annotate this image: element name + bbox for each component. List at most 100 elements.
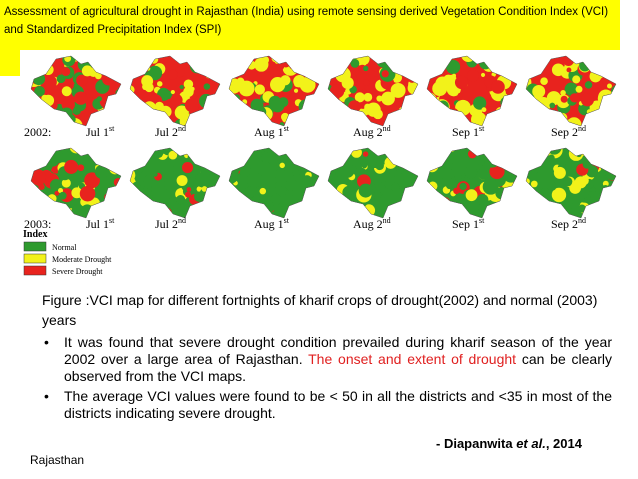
legend-title: Index [23, 229, 47, 240]
bullet-highlight: The onset and extent of drought [308, 351, 517, 367]
map-patch [453, 187, 460, 195]
map-patch [235, 174, 251, 190]
map-patch [491, 80, 505, 94]
footer: Rajasthan [30, 453, 85, 467]
map-patch [274, 168, 286, 181]
map-patch [34, 85, 45, 97]
map-patch [164, 177, 179, 192]
map-patch [440, 167, 454, 181]
map-patch [53, 152, 65, 163]
map-patch [540, 77, 548, 86]
map-patch [473, 96, 487, 110]
map-patch [372, 172, 379, 180]
map-patch [454, 173, 462, 181]
map-patch [179, 84, 184, 90]
map-patch [270, 76, 286, 93]
map-patch [443, 74, 454, 86]
map-patch [294, 81, 301, 88]
map-patch [71, 187, 83, 199]
map-patch [432, 81, 448, 97]
map-patch [549, 102, 556, 109]
map-patch [553, 166, 566, 179]
map-patch [385, 169, 390, 175]
map-patch [571, 196, 582, 206]
panel-label: Jul 2nd [155, 216, 186, 231]
map-patch [464, 165, 478, 179]
map-patch [564, 82, 578, 96]
map-outline [129, 55, 221, 127]
map-patch [362, 151, 369, 157]
legend-swatch [23, 253, 47, 264]
map-patch [159, 88, 167, 95]
map-patch [190, 86, 195, 91]
map-patch [61, 67, 71, 77]
map-patch [203, 83, 211, 90]
citation: - Diapanwita et al., 2014 [436, 436, 582, 451]
map-patch [79, 185, 96, 202]
map-patch [363, 65, 369, 72]
panel-suffix: nd [383, 216, 391, 225]
figure-caption: Figure :VCI map for different fortnights… [42, 292, 598, 328]
map-patch [560, 95, 568, 103]
map-patch [454, 75, 469, 90]
map-patch [562, 176, 573, 187]
map-patch [84, 172, 100, 189]
legend-label: Moderate Drought [52, 255, 112, 264]
map-outline [30, 55, 122, 127]
row-year: 2002: [24, 125, 51, 139]
map-patch [250, 98, 264, 112]
map-patch [79, 173, 85, 179]
bullet: • It was found that severe drought condit… [44, 334, 612, 384]
map-patch [390, 82, 406, 98]
panel-date: Aug 2 [353, 125, 383, 139]
map-patch [270, 193, 282, 206]
map-patch [258, 161, 271, 175]
map-patch [480, 72, 486, 77]
panel-suffix: nd [578, 124, 586, 133]
panel-date: Jul 2 [155, 217, 178, 231]
map-patch [363, 79, 370, 87]
panel-date: Aug 1 [254, 125, 284, 139]
map-patch [270, 98, 285, 113]
map-patch [184, 191, 192, 198]
bullet-text: can be clearly observed from the VCI map… [64, 351, 612, 384]
panel-suffix: st [284, 216, 290, 225]
map-patch [254, 57, 269, 72]
citation-text: - Diapanwita [436, 436, 517, 451]
legend-label: Normal [52, 243, 77, 252]
map-patch [445, 181, 454, 190]
map-patch [465, 189, 478, 202]
panel-label: Sep 2nd [551, 124, 586, 139]
map-patch [254, 84, 265, 95]
map-patch [363, 57, 368, 62]
map-patch [77, 164, 85, 172]
map-patch [285, 178, 298, 192]
map-patch [57, 187, 64, 194]
map-patch [569, 93, 580, 103]
map-patch [584, 81, 593, 89]
map-patch [390, 182, 400, 192]
map-patch [350, 58, 360, 68]
map-patch [279, 162, 285, 169]
panel-label: Sep 1st [452, 124, 485, 139]
map-patch [61, 86, 72, 97]
map-patch [393, 170, 400, 178]
map-patch [61, 178, 71, 188]
panel-suffix: nd [178, 124, 186, 133]
map-patch [477, 168, 489, 180]
map-patch [141, 75, 154, 88]
map-patch [572, 75, 581, 84]
map-patch [101, 186, 106, 192]
panel-suffix: st [109, 216, 115, 225]
map-patch [540, 187, 552, 199]
legend-label: Severe Drought [52, 267, 103, 276]
map-patch [147, 65, 163, 81]
panel-date: Sep 1 [452, 125, 479, 139]
map-patch [560, 90, 566, 96]
bullet-text: It was found that severe drought conditi… [64, 334, 612, 367]
panel-suffix: nd [578, 216, 586, 225]
bullet-text: The average VCI values were found to be … [64, 388, 612, 421]
map-patch [582, 160, 591, 169]
panel-label: Aug 1st [254, 124, 290, 139]
